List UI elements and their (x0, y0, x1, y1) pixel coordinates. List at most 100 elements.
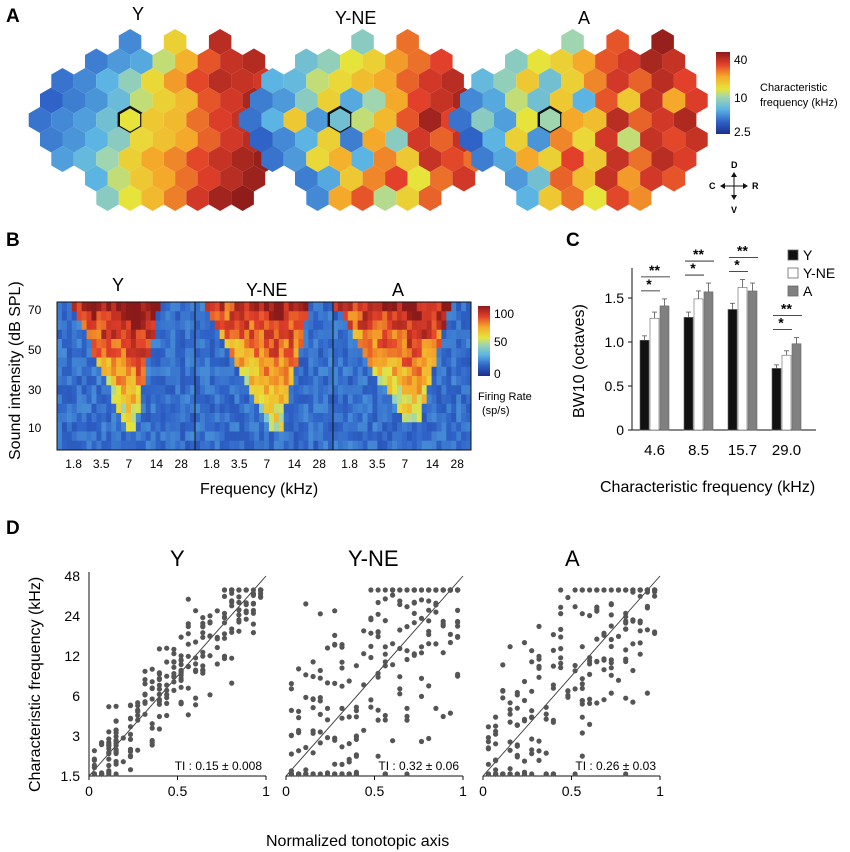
heatmap-cell (101, 348, 107, 358)
heatmap-cell (377, 320, 383, 331)
scatter-point (193, 668, 199, 675)
scatter-point (375, 670, 381, 676)
scatter-point (317, 667, 323, 674)
heatmap-cell (456, 302, 462, 312)
heatmap-cell (190, 413, 196, 423)
heatmap-cell (71, 422, 78, 432)
heatmap-cell (431, 440, 437, 451)
hex-cell (550, 48, 573, 75)
scatter-point (310, 696, 316, 702)
heatmap-cell (416, 302, 423, 312)
heatmap-cell (224, 348, 230, 358)
heatmap-cell (421, 357, 428, 368)
heatmap-cell (288, 385, 294, 395)
scatter-point (601, 630, 607, 636)
panel-b-colorbar-title-line2: (sp/s) (482, 405, 510, 417)
heatmap-cell (416, 403, 423, 414)
hex-map-a (448, 29, 708, 211)
heatmap-cell (431, 329, 437, 340)
heatmap-cell (328, 348, 334, 358)
heatmap-cell (165, 431, 171, 442)
hex-cell (186, 107, 209, 133)
heatmap-cell (382, 376, 388, 386)
heatmap-cell (293, 394, 299, 405)
heatmap-cell (323, 403, 329, 414)
heatmap-cell (352, 376, 359, 386)
scatter-point (243, 587, 249, 593)
heatmap-cell (224, 394, 230, 405)
scatter-point (317, 711, 323, 718)
heatmap-cell (219, 357, 225, 368)
heatmap-cell (76, 440, 83, 451)
scatter-point (397, 686, 403, 692)
heatmap-cell (175, 413, 181, 423)
heatmap-cell (160, 311, 166, 321)
heatmap-cell (106, 357, 112, 368)
hex-cell (28, 107, 52, 133)
scatter-point (644, 587, 651, 593)
heatmap-cell (195, 311, 201, 321)
heatmap-cell (71, 403, 78, 414)
heatmap-cell (204, 348, 211, 358)
heatmap-cell (71, 320, 78, 331)
heatmap-cell (249, 366, 255, 377)
panel-b-title-yne: Y-NE (246, 280, 287, 300)
hex-cell (493, 68, 517, 94)
scatter-point (200, 668, 206, 674)
hex-cell (471, 107, 494, 133)
scatter-point (500, 687, 506, 694)
scatter-point (178, 699, 184, 705)
heatmap-cell (249, 440, 255, 451)
scatter-point (135, 709, 141, 715)
hex-cell (385, 48, 408, 75)
heatmap-cell (333, 320, 339, 331)
scatter-point (353, 704, 359, 710)
hex-cell (96, 146, 119, 172)
scatter-point (324, 680, 331, 686)
legend-label-y-ne: Y-NE (803, 265, 835, 281)
scatter-point (623, 647, 629, 653)
hex-cell (152, 126, 176, 153)
heatmap-cell (140, 431, 147, 442)
heatmap-cell (411, 302, 418, 312)
scatter-point (171, 646, 177, 652)
hex-cell (516, 146, 539, 172)
heatmap-cell (57, 403, 63, 414)
panel-b-xtick: 14 (426, 457, 440, 471)
heatmap-cell (288, 339, 294, 349)
heatmap-cell (71, 339, 78, 349)
heatmap-cell (278, 329, 285, 340)
heatmap-cell (456, 422, 462, 432)
panel-d-ytick: 24 (64, 608, 80, 624)
hex-cell (418, 68, 442, 94)
heatmap-cell (268, 376, 275, 386)
heatmap-cell (254, 329, 260, 340)
hex-cell (430, 87, 453, 114)
scatter-point (106, 762, 112, 769)
panel-d-xtick: 1 (459, 783, 467, 799)
heatmap-cell (402, 366, 408, 377)
scatter-point (536, 623, 542, 630)
heatmap-cell (111, 440, 117, 451)
hex-cell (163, 107, 187, 133)
heatmap-cell (333, 366, 339, 377)
heatmap-cell (402, 320, 408, 331)
heatmap-cell (273, 413, 280, 423)
heatmap-cell (451, 440, 457, 451)
scatter-point (550, 647, 557, 654)
heatmap-cell (333, 385, 339, 395)
heatmap-cell (244, 440, 250, 451)
scatter-point (324, 770, 331, 776)
heatmap-cell (61, 348, 68, 358)
hex-cell (272, 126, 295, 153)
heatmap-cell (461, 431, 467, 442)
heatmap-cell (101, 311, 107, 321)
scatter-point (623, 658, 629, 665)
heatmap-cell (313, 376, 319, 386)
hex-cell (430, 165, 453, 192)
heatmap-cell (367, 329, 373, 340)
hex-cell (640, 126, 663, 153)
bar-y (727, 309, 738, 431)
hex-cell (306, 68, 329, 94)
heatmap-cell (298, 394, 304, 405)
